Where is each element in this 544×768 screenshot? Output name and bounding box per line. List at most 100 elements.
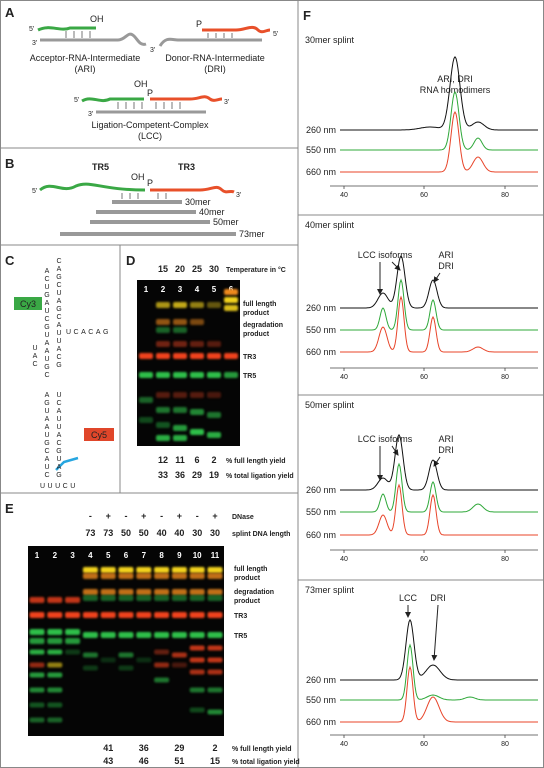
yield: 19 [209,470,219,480]
sequence: ACUGAUCGUAAUGC [44,268,51,380]
band-label: TR3 [234,613,247,620]
wavelength-label: 260 nm [306,303,336,313]
end-label: 3' [88,111,93,118]
gel-band [118,573,134,579]
gel-band [100,657,116,663]
yield: 41 [103,743,113,753]
annotation: LCC isoforms [358,434,413,444]
panel-label: E [5,501,14,516]
header-label: splint DNA length [232,531,290,538]
band-label: product [243,331,270,338]
sequence: UCACAG [66,329,111,336]
strand [158,37,262,47]
row-label: % full length yield [232,746,292,753]
oh-label: OH [134,79,148,89]
panel-label: A [5,5,15,20]
caption: (ARI) [75,64,96,74]
wavelength-label: 550 nm [306,507,336,517]
gel-band [171,567,187,573]
tick-label: 40 [340,374,348,381]
strand [39,182,146,192]
strand [202,25,271,34]
dnase-sign: - [196,511,199,521]
trace [340,110,538,173]
trace [340,643,538,701]
oh-label: OH [131,172,145,182]
yield: 36 [139,743,149,753]
gel-band [190,353,204,359]
gel-band [171,595,187,601]
wavelength-label: 260 nm [306,485,336,495]
subpanel-title: 30mer splint [305,35,355,45]
base-pairs [117,102,181,109]
gel-band [47,597,63,603]
gel-band [65,638,81,644]
gel-band [173,327,187,333]
sequence: UUUCU [40,483,78,490]
gel [137,280,240,446]
yield: 36 [175,470,185,480]
yield: 33 [158,470,168,480]
gel-band [173,407,187,413]
gel-band [173,353,187,359]
yield: 6 [194,455,199,465]
yield: 43 [103,756,113,766]
dnase-sign: - [89,511,92,521]
panel-a: A 5' 3' OH Acceptor-RNA-Intermediate (AR… [5,5,278,141]
yield: 11 [175,455,185,465]
gel-band [207,645,223,651]
splint-length: 73 [85,528,95,538]
oh-label: OH [90,14,104,24]
yield: 2 [212,743,217,753]
subpanel-title: 50mer splint [305,400,355,410]
panel-label: D [126,253,135,268]
gel-band [190,409,204,415]
row-label: % total ligation yield [226,473,294,480]
trace [340,255,538,309]
splint-length: 40 [174,528,184,538]
base-pairs [65,31,91,38]
gel-band [47,649,63,655]
dnase-sign: + [106,511,111,521]
lane-number: 9 [177,551,182,560]
wavelength-label: 660 nm [306,167,336,177]
annotation: LCC isoforms [358,250,413,260]
gel-band [207,341,221,347]
p-label: P [147,178,153,188]
gel-band [139,397,153,403]
wavelength-label: 660 nm [306,530,336,540]
tick-label: 80 [501,556,509,563]
gel-band [154,589,170,595]
subpanel-title: 40mer splint [305,220,355,230]
gel-band [100,567,116,573]
dye-label: Cy5 [91,430,107,440]
strand-label: TR3 [178,162,195,172]
gel-band [189,669,205,675]
caption: (DRI) [204,64,226,74]
gel-band [224,372,238,378]
dye-box [14,297,42,310]
gel-band [118,652,134,658]
gel-band [207,353,221,359]
gel-band [156,341,170,347]
band-label: degradation [243,322,283,329]
panel-c: C Cy3 Cy5 ACUGAUCGUAAUGC CAGCUAGCAUUACG UA… [5,253,114,490]
sequence: UAC [32,345,39,369]
splints [60,200,236,236]
band-label: TR5 [234,633,247,640]
lane-number: 2 [161,285,166,294]
trace [340,665,538,723]
gel-band [118,612,134,618]
trace [340,483,538,536]
lane-number: 1 [144,285,149,294]
tick-label: 80 [501,374,509,381]
gel-band [156,372,170,378]
gel-band [136,632,152,638]
yield: 15 [210,756,220,766]
dnase-sign: + [177,511,182,521]
dnase-sign: - [125,511,128,521]
gel-band [171,632,187,638]
dnase-sign: - [160,511,163,521]
gel-band [173,319,187,325]
